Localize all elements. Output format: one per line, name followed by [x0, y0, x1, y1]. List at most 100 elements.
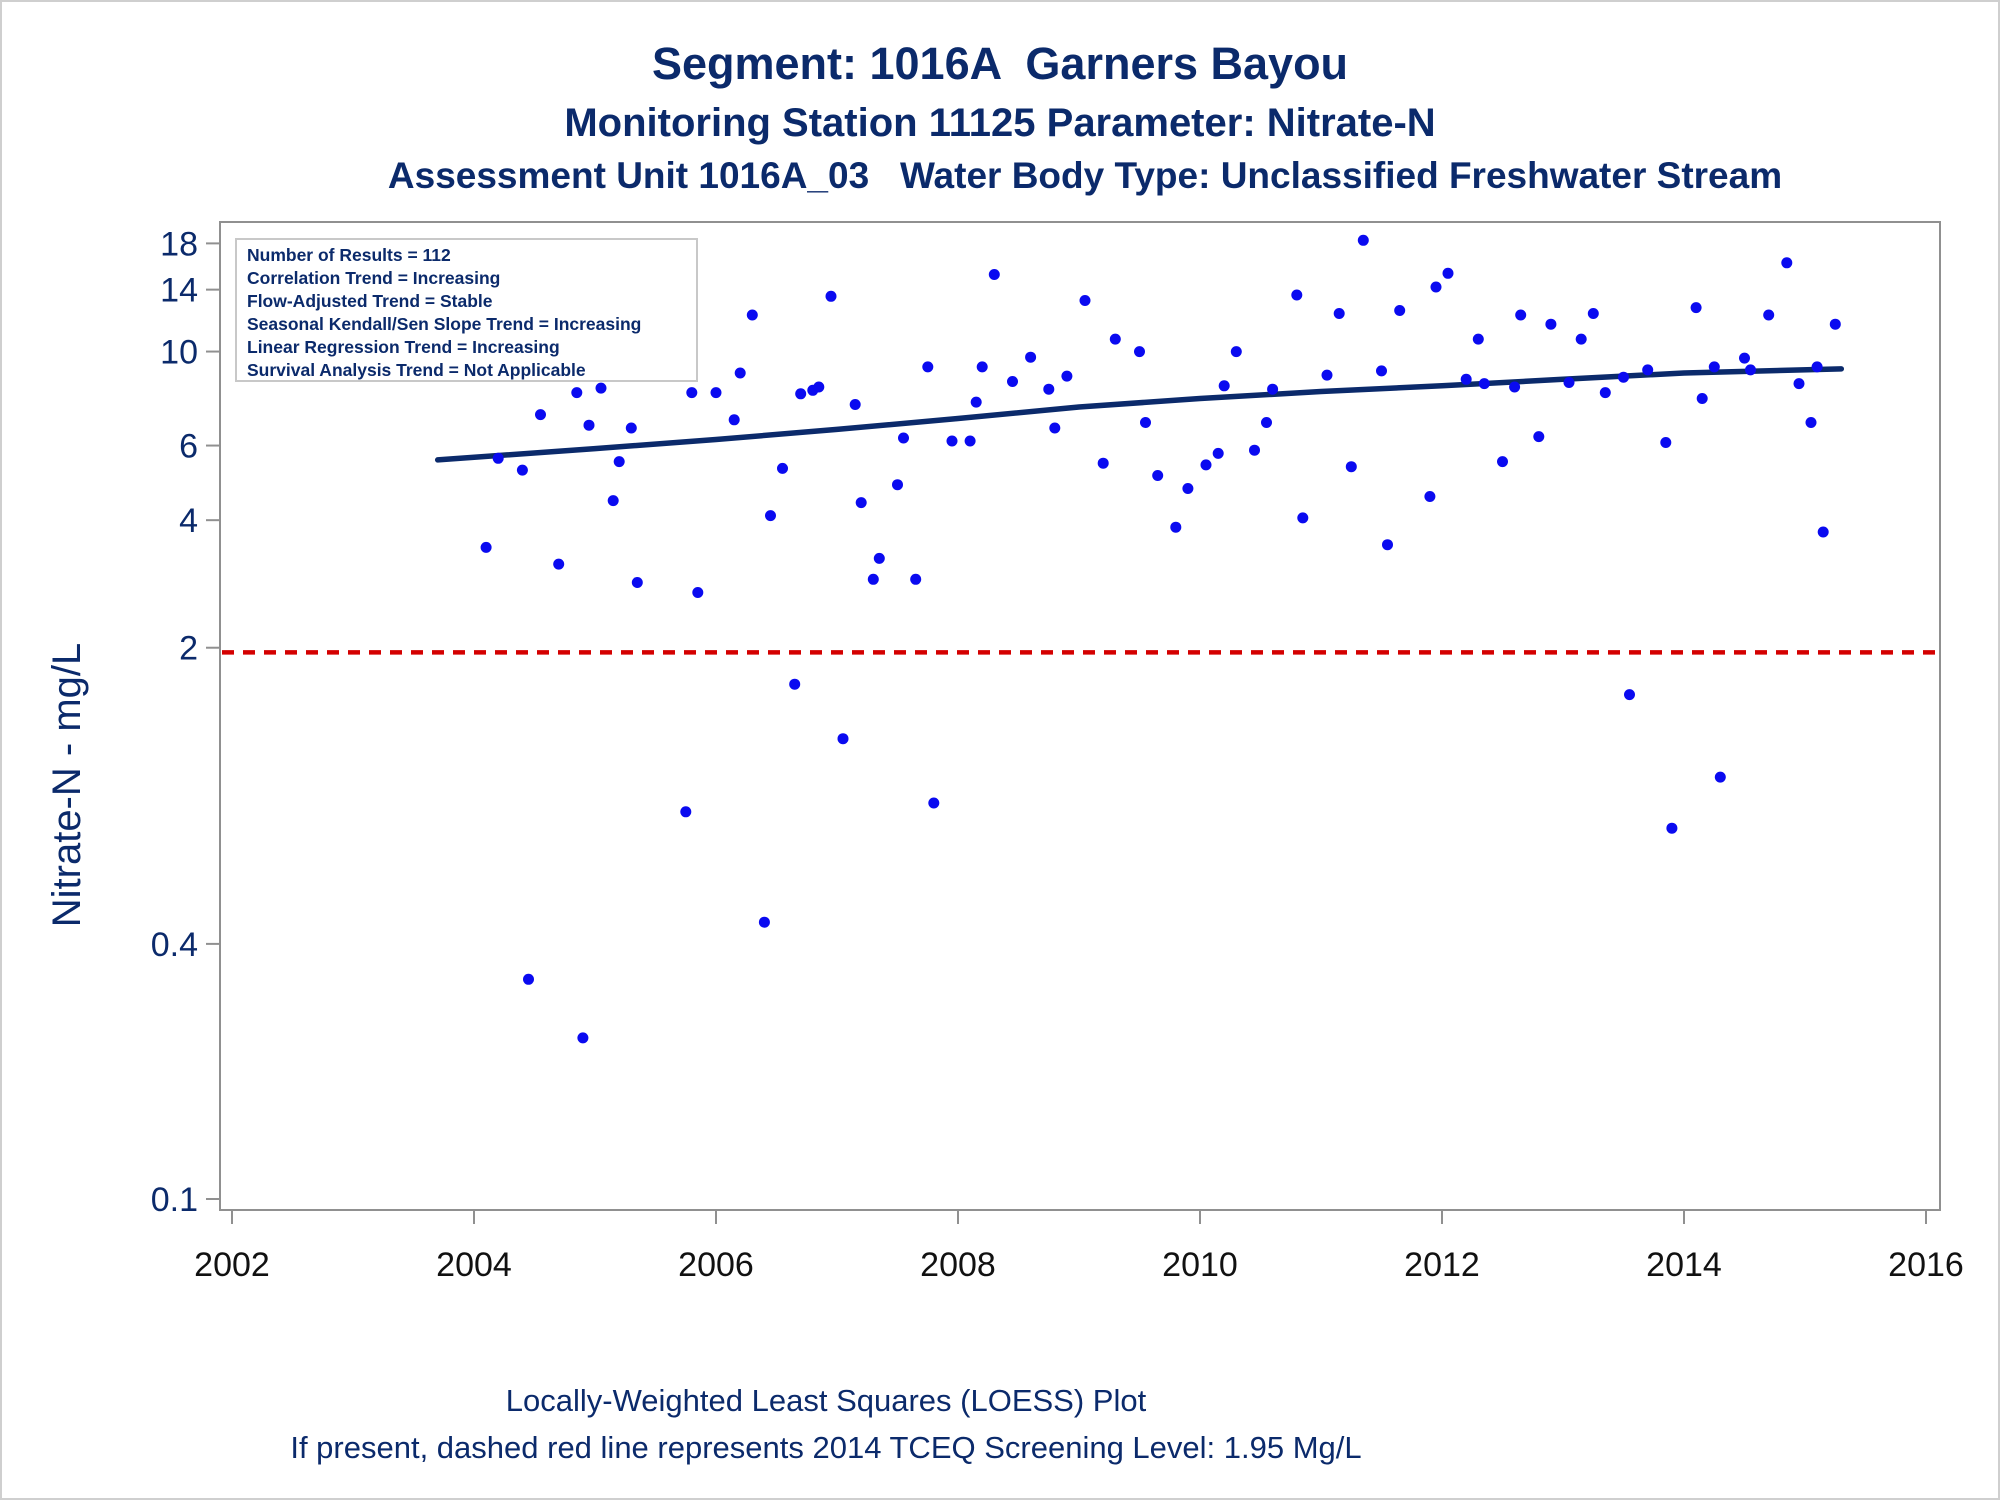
stats-box-line: Number of Results = 112 — [247, 245, 451, 265]
data-point — [1007, 376, 1018, 387]
x-tick-label: 2006 — [678, 1246, 754, 1284]
data-point — [1817, 526, 1829, 538]
data-point — [1545, 318, 1557, 330]
data-point — [607, 495, 619, 507]
data-point — [1624, 689, 1635, 701]
data-point — [1376, 365, 1387, 377]
data-point — [825, 290, 837, 302]
x-tick-label: 2016 — [1888, 1246, 1964, 1284]
data-point — [1714, 771, 1726, 783]
y-axis-label: Nitrate-N - mg/L — [45, 643, 89, 928]
data-point — [571, 387, 583, 399]
x-tick-label: 2004 — [436, 1246, 512, 1284]
data-point — [964, 435, 976, 447]
data-point — [746, 309, 758, 321]
data-point — [1182, 483, 1194, 494]
y-tick-label: 0.1 — [151, 1181, 198, 1219]
stats-box-border — [235, 238, 698, 382]
data-point — [680, 806, 692, 818]
data-point — [1061, 370, 1073, 382]
plot-area — [219, 221, 1941, 1211]
data-point — [1109, 333, 1121, 345]
data-point — [1515, 309, 1527, 321]
y-tick-label: 10 — [160, 334, 198, 372]
data-point — [946, 435, 958, 447]
data-point — [849, 399, 861, 410]
data-point — [692, 587, 704, 598]
stats-box-line: Correlation Trend = Increasing — [247, 268, 500, 288]
data-point — [1660, 437, 1672, 448]
data-point — [892, 479, 903, 491]
y-tick-label: 18 — [160, 225, 198, 263]
y-tick-label: 2 — [179, 630, 198, 668]
data-point — [1382, 539, 1393, 551]
loess-trend-line — [434, 366, 1845, 463]
chart-title: Segment: 1016A Garners Bayou — [651, 38, 1349, 89]
data-point — [577, 1032, 589, 1044]
data-point — [686, 387, 698, 399]
data-point — [1140, 417, 1151, 428]
data-point — [1442, 267, 1454, 279]
x-tick-label: 2014 — [1646, 1246, 1722, 1284]
data-point — [1829, 318, 1841, 330]
data-point — [1690, 302, 1702, 314]
data-point — [910, 573, 922, 585]
data-point — [1200, 459, 1212, 471]
data-points — [432, 234, 1841, 1044]
data-point — [613, 456, 625, 468]
data-point — [1472, 333, 1484, 345]
data-point — [1333, 308, 1345, 319]
data-point — [631, 577, 643, 588]
data-point — [1805, 417, 1817, 428]
data-point — [734, 367, 746, 379]
data-point — [1043, 383, 1055, 395]
data-point — [765, 510, 776, 522]
data-point — [1321, 369, 1333, 381]
data-point — [1587, 308, 1599, 319]
data-point — [1811, 361, 1823, 373]
data-point — [898, 432, 909, 444]
data-point — [1430, 281, 1442, 293]
data-point — [625, 422, 637, 434]
stats-box-line: Survival Analysis Trend = Not Applicable — [247, 360, 586, 380]
data-point — [1079, 295, 1091, 306]
data-point — [1297, 512, 1309, 524]
data-point — [492, 452, 504, 464]
footer-line-2: If present, dashed red line represents 2… — [290, 1430, 1362, 1465]
data-point — [710, 387, 722, 399]
y-tick-label: 6 — [179, 428, 198, 466]
data-point — [837, 733, 849, 745]
stats-box-line: Linear Regression Trend = Increasing — [247, 337, 560, 357]
data-point — [970, 396, 982, 408]
data-point — [1666, 822, 1678, 834]
footer-line-1: Locally-Weighted Least Squares (LOESS) P… — [505, 1383, 1147, 1418]
data-point — [1478, 378, 1490, 390]
data-point — [1763, 309, 1775, 321]
data-point — [1739, 352, 1750, 364]
x-axis: 2002 2004 2006 2008 2010 2012 2014 2016 — [194, 1210, 1964, 1284]
data-point — [1618, 371, 1629, 383]
data-point — [1345, 461, 1357, 473]
y-tick-label: 4 — [179, 502, 198, 540]
stats-box-line: Flow-Adjusted Trend = Stable — [247, 291, 493, 311]
data-point — [1599, 387, 1611, 399]
data-point — [1261, 417, 1272, 428]
data-point — [873, 552, 885, 564]
data-point — [976, 361, 988, 373]
data-point — [855, 497, 867, 509]
data-point — [922, 361, 934, 373]
data-point — [1575, 333, 1587, 345]
data-point — [1563, 377, 1575, 388]
chart-subtitle: Monitoring Station 11125 Parameter: Nitr… — [564, 101, 1436, 145]
data-point — [1212, 447, 1224, 459]
chart-subtitle-2: Assessment Unit 1016A_03 Water Body Type… — [387, 155, 1783, 196]
data-point — [1291, 289, 1303, 301]
data-point — [1781, 257, 1793, 269]
data-point — [1097, 457, 1109, 469]
data-point — [1249, 444, 1260, 456]
data-point — [1793, 378, 1805, 390]
data-point — [1134, 346, 1145, 358]
data-point — [1497, 456, 1508, 468]
x-tick-label: 2012 — [1404, 1246, 1480, 1284]
data-point — [988, 269, 1000, 280]
